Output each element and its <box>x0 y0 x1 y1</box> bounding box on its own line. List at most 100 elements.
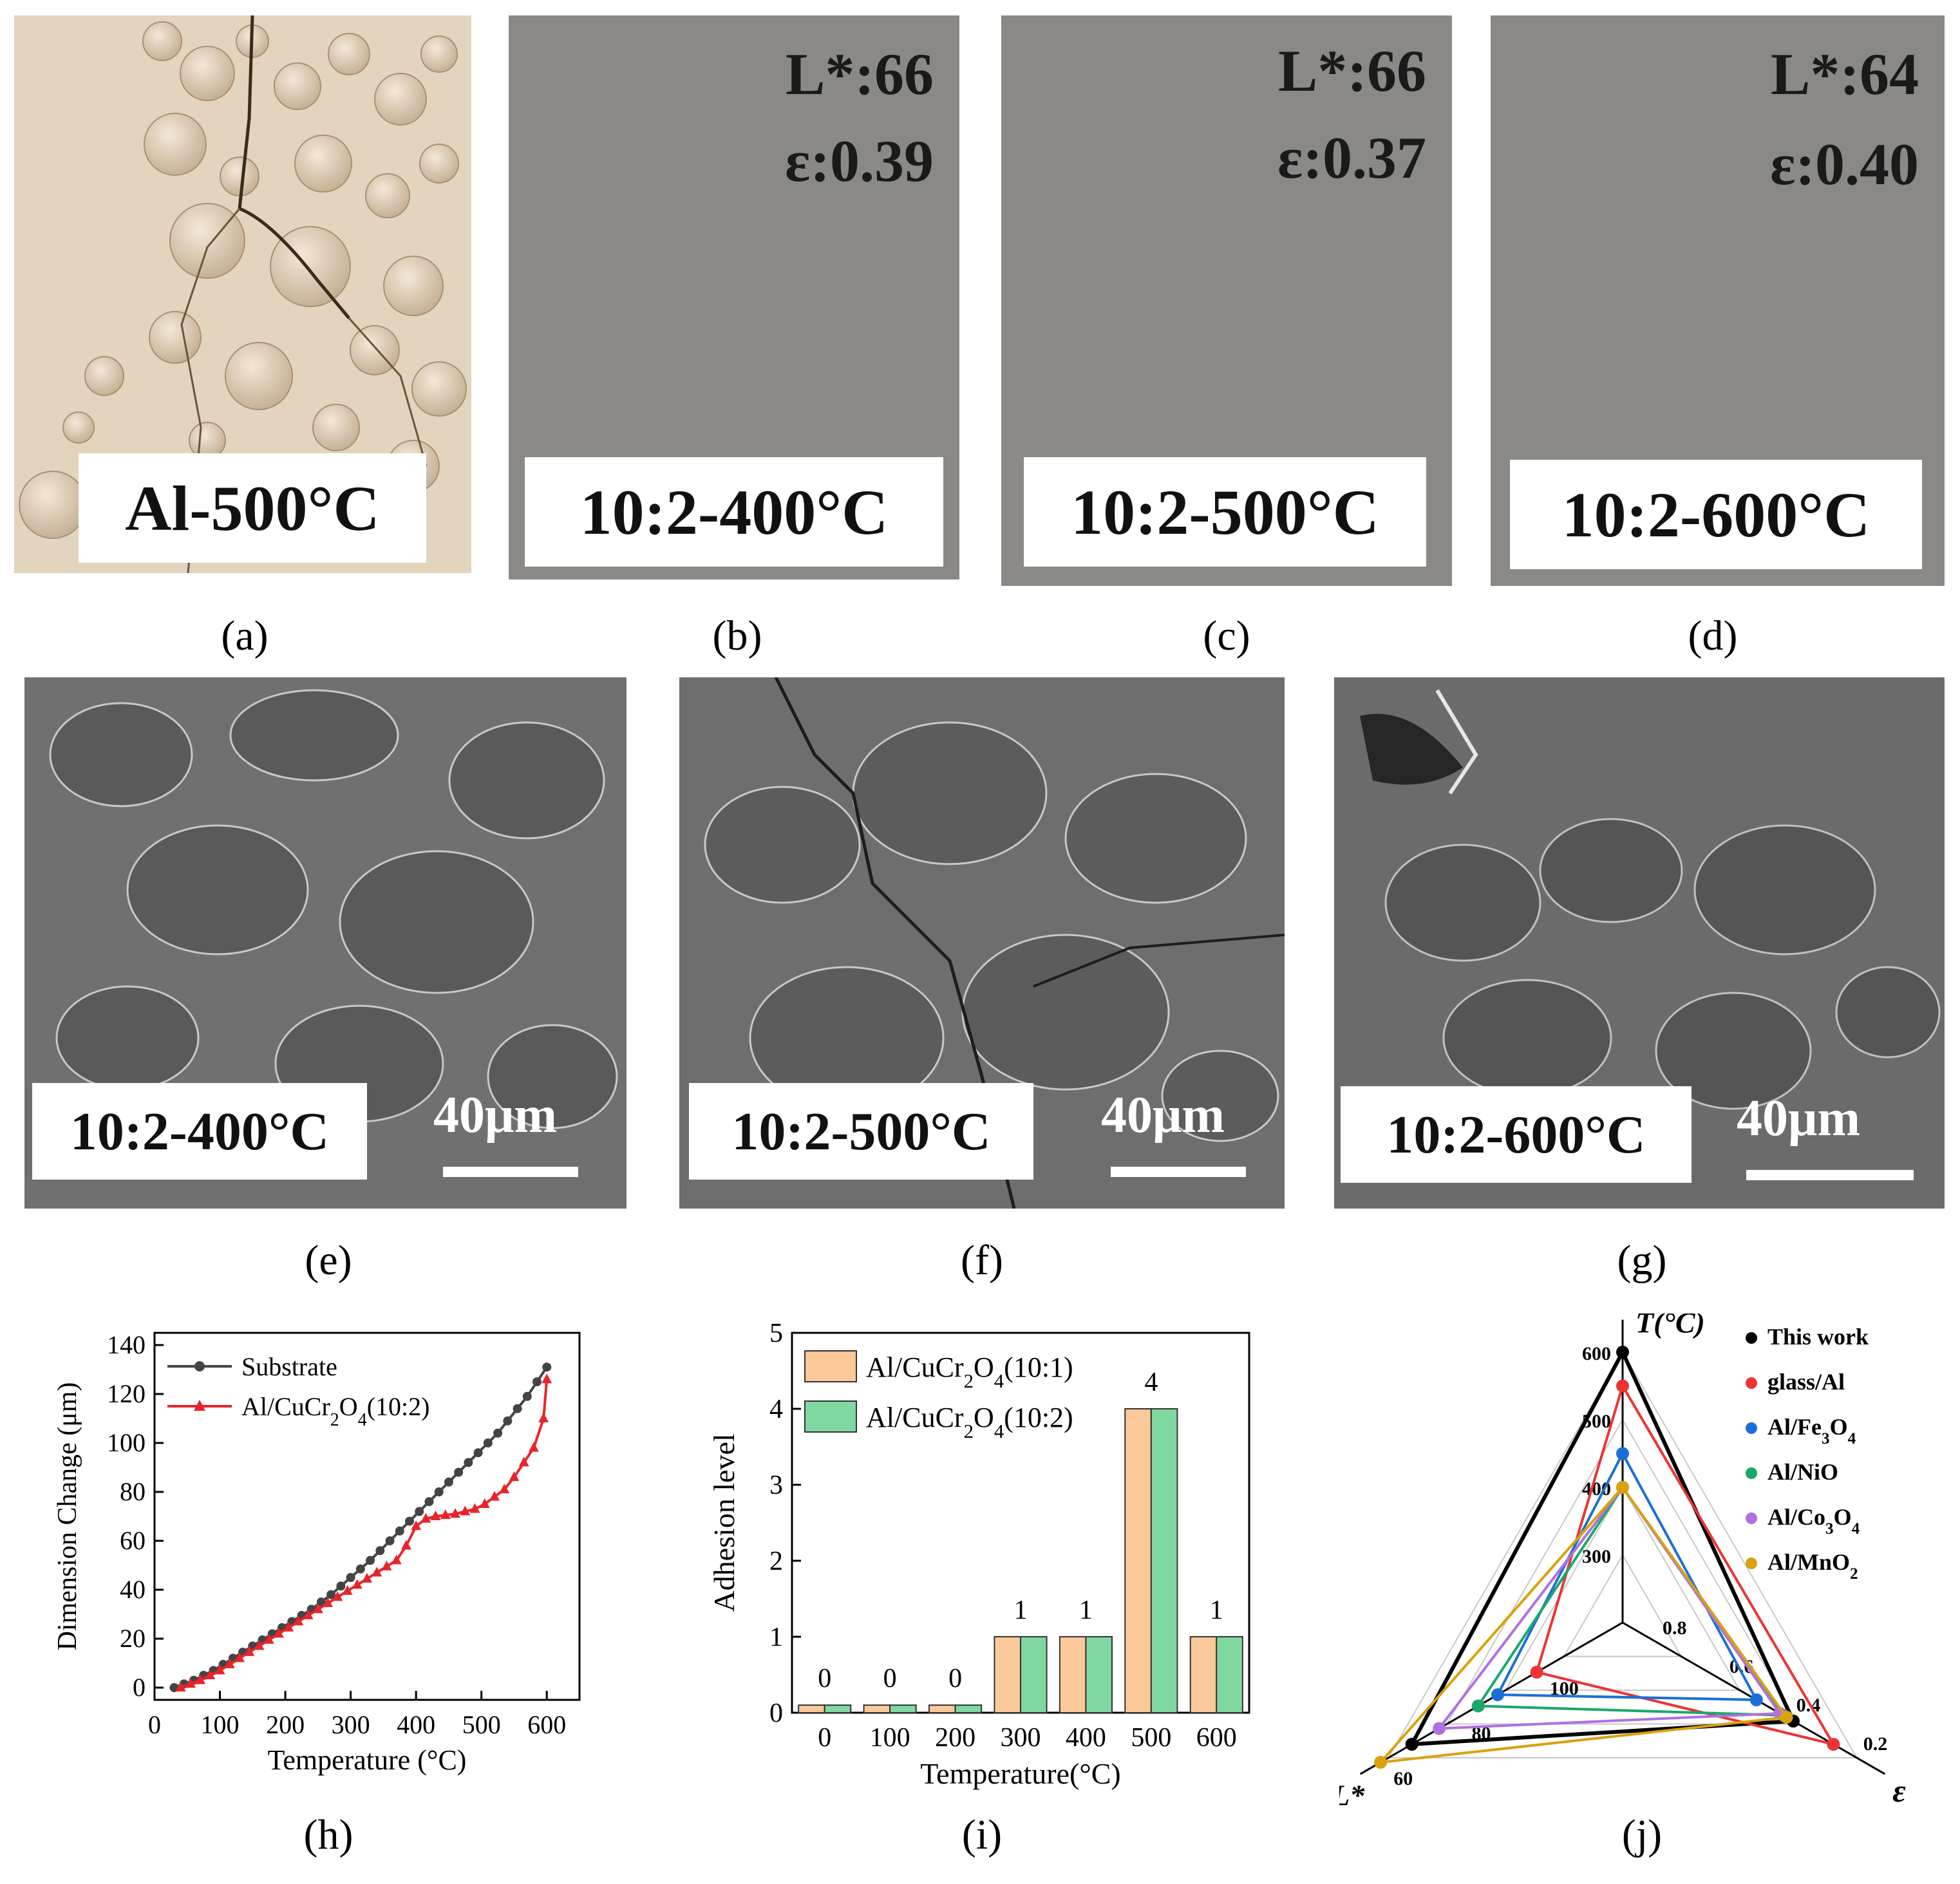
radar-series <box>1408 1348 1796 1747</box>
data-point <box>400 1540 411 1550</box>
data-point <box>391 1554 402 1565</box>
radar-point <box>1749 1693 1763 1706</box>
x-axis-label: Temperature(°C) <box>920 1757 1120 1790</box>
x-tick-label: 0 <box>148 1710 161 1739</box>
sem-g-scale-label: 40μm <box>1737 1090 1860 1147</box>
data-point <box>509 1471 520 1482</box>
data-point <box>224 1658 235 1668</box>
x-tick-label: 600 <box>527 1710 566 1739</box>
data-point <box>175 1682 186 1691</box>
data-point <box>185 1678 196 1688</box>
y-tick-label: 0 <box>769 1699 783 1728</box>
data-point <box>372 1567 382 1577</box>
x-tick-label: 200 <box>935 1723 975 1753</box>
data-point <box>303 1609 314 1619</box>
axis-tick-label: 0.4 <box>1796 1695 1821 1716</box>
legend-marker <box>194 1400 205 1411</box>
data-point <box>355 1564 365 1574</box>
data-point <box>283 1621 294 1632</box>
bar <box>824 1704 852 1714</box>
dimension-change-chart: 0 100 200 300 400 500 600 0 20 40 60 80 100 120 140 Tem… <box>53 1330 581 1776</box>
legend-label: Al/Fe3O4 <box>1767 1414 1856 1447</box>
sem-e-tag: 10:2-400°C <box>32 1083 367 1180</box>
panel-label-f: (f) <box>961 1237 1003 1284</box>
photo-c-tag: 10:2-500°C <box>1024 457 1426 567</box>
panel-label-c: (c) <box>1203 612 1250 659</box>
data-point <box>499 1484 510 1494</box>
data-point <box>316 1597 326 1606</box>
data-point <box>375 1546 385 1556</box>
y-tick-label: 5 <box>769 1320 783 1348</box>
data-point <box>532 1377 542 1386</box>
data-point <box>332 1591 343 1601</box>
plot-frame <box>153 1332 581 1701</box>
axis-tick-label: 60 <box>1393 1768 1413 1789</box>
data-point <box>528 1442 539 1452</box>
legend-marker <box>1746 1512 1757 1524</box>
data-point <box>346 1573 355 1582</box>
photo-b-emissivity: ε:0.39 <box>785 128 934 194</box>
data-point <box>323 1597 334 1607</box>
radar-point <box>1780 1711 1793 1724</box>
legend-marker <box>1746 1558 1757 1569</box>
legend-label: This work <box>1767 1324 1869 1350</box>
bar <box>994 1636 1021 1713</box>
radar-point <box>1827 1738 1840 1751</box>
data-label: 0 <box>883 1664 897 1693</box>
photo-c: L*:66 ε:0.37 10:2-500°C <box>1001 15 1452 586</box>
bar <box>1124 1408 1152 1713</box>
legend-marker <box>1746 1377 1757 1389</box>
radar-series <box>1495 1451 1759 1702</box>
y-axis-label: Adhesion level <box>708 1433 740 1612</box>
bar <box>1216 1636 1243 1713</box>
data-point <box>522 1391 532 1401</box>
data-point <box>483 1438 493 1447</box>
legend-label: Al/CuCr2O4(10:1) <box>866 1352 1073 1392</box>
radar-point <box>1491 1688 1505 1701</box>
y-tick-label: 2 <box>769 1547 783 1576</box>
axis-tick-label: 0.8 <box>1663 1617 1687 1639</box>
legend-swatch <box>804 1350 857 1382</box>
x-tick-label: 400 <box>397 1710 435 1739</box>
data-point <box>263 1634 274 1644</box>
bar <box>863 1704 891 1714</box>
sem-f-scale-bar <box>1111 1167 1246 1177</box>
y-tick-label: 3 <box>769 1471 783 1500</box>
data-point <box>405 1516 414 1526</box>
radar-grid <box>1563 1554 1682 1657</box>
data-label: 0 <box>818 1664 831 1693</box>
sem-g-tag: 10:2-600°C <box>1341 1086 1691 1183</box>
panel-label-b: (b) <box>712 612 762 659</box>
radar-point <box>1616 1447 1629 1460</box>
legend-label: Al/MnO2 <box>1767 1549 1858 1583</box>
data-point <box>460 1505 471 1516</box>
bar <box>1150 1408 1178 1713</box>
y-tick-label: 120 <box>107 1379 146 1408</box>
y-tick-label: 0 <box>133 1673 146 1702</box>
radar-point <box>1616 1346 1629 1359</box>
legend-label: Al/CuCr2O4(10:2) <box>241 1392 429 1430</box>
legend-label: Al/CuCr2O4(10:2) <box>866 1402 1073 1442</box>
radar-point <box>1374 1756 1388 1769</box>
radar-grid <box>1446 1418 1800 1725</box>
data-point <box>503 1416 513 1426</box>
data-point <box>312 1603 323 1614</box>
data-label: 0 <box>948 1664 962 1693</box>
axis-tick-label: 600 <box>1582 1343 1611 1364</box>
data-point <box>434 1487 444 1496</box>
adhesion-level-chart: 01234500100020003001400150046001Temperat… <box>708 1320 1250 1790</box>
radar-point <box>1530 1666 1543 1679</box>
data-label: 4 <box>1144 1368 1158 1397</box>
legend-label: glass/Al <box>1767 1369 1845 1395</box>
photo-d: L*:64 ε:0.40 10:2-600°C <box>1491 15 1945 586</box>
data-point <box>244 1646 255 1656</box>
data-point <box>342 1585 353 1595</box>
data-point <box>440 1509 451 1520</box>
sem-e: 10:2-400°C 40μm <box>24 677 627 1209</box>
data-point <box>214 1664 225 1675</box>
legend-label: Al/NiO <box>1767 1459 1838 1485</box>
panel-label-i: (i) <box>961 1811 1003 1858</box>
data-label: 1 <box>1014 1596 1028 1625</box>
bar <box>1020 1636 1048 1713</box>
bar <box>1189 1636 1218 1713</box>
